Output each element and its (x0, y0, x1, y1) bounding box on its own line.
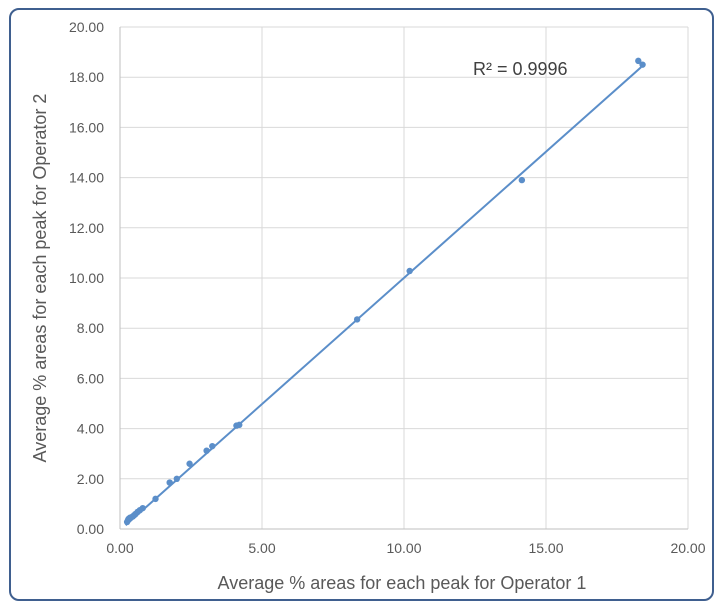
x-axis-title: Average % areas for each peak for Operat… (218, 573, 587, 593)
axes (119, 27, 688, 530)
y-axis-title: Average % areas for each peak for Operat… (30, 94, 50, 463)
data-point (639, 61, 646, 68)
y-tick-label: 18.00 (69, 69, 104, 85)
data-point (209, 442, 216, 450)
x-tick-label: 0.00 (106, 540, 133, 556)
data-point (518, 176, 526, 184)
y-tick-label: 16.00 (69, 119, 104, 135)
data-point (139, 504, 146, 512)
data-point (236, 421, 243, 429)
data-point (166, 479, 173, 486)
grid-lines (120, 26, 689, 529)
data-points (123, 57, 646, 526)
x-tick-labels: 0.00 5.00 10.00 15.00 20.00 (106, 540, 705, 556)
y-tick-label: 4.00 (77, 421, 104, 437)
trendline (125, 66, 642, 526)
y-tick-label: 6.00 (77, 370, 104, 386)
data-point (186, 460, 193, 467)
data-point (635, 57, 642, 65)
trendline-group (125, 66, 642, 526)
y-tick-label: 2.00 (77, 471, 104, 487)
data-point (406, 267, 413, 275)
y-tick-label: 20.00 (69, 19, 104, 35)
x-tick-label: 5.00 (248, 540, 275, 556)
data-point (173, 475, 180, 482)
y-tick-label: 8.00 (77, 320, 104, 336)
x-tick-label: 20.00 (670, 540, 705, 556)
y-tick-label: 0.00 (77, 521, 104, 537)
data-point (152, 495, 159, 503)
x-tick-label: 15.00 (528, 540, 563, 556)
data-point (203, 447, 210, 454)
x-tick-label: 10.00 (386, 540, 421, 556)
y-tick-label: 10.00 (69, 270, 104, 286)
data-point (353, 316, 361, 323)
r-squared-annotation: R² = 0.9996 (473, 59, 568, 79)
y-tick-label: 12.00 (69, 220, 104, 236)
y-tick-label: 14.00 (69, 170, 104, 186)
y-tick-labels: 0.00 2.00 4.00 6.00 8.00 10.00 12.00 14.00 16.00… (69, 19, 104, 537)
